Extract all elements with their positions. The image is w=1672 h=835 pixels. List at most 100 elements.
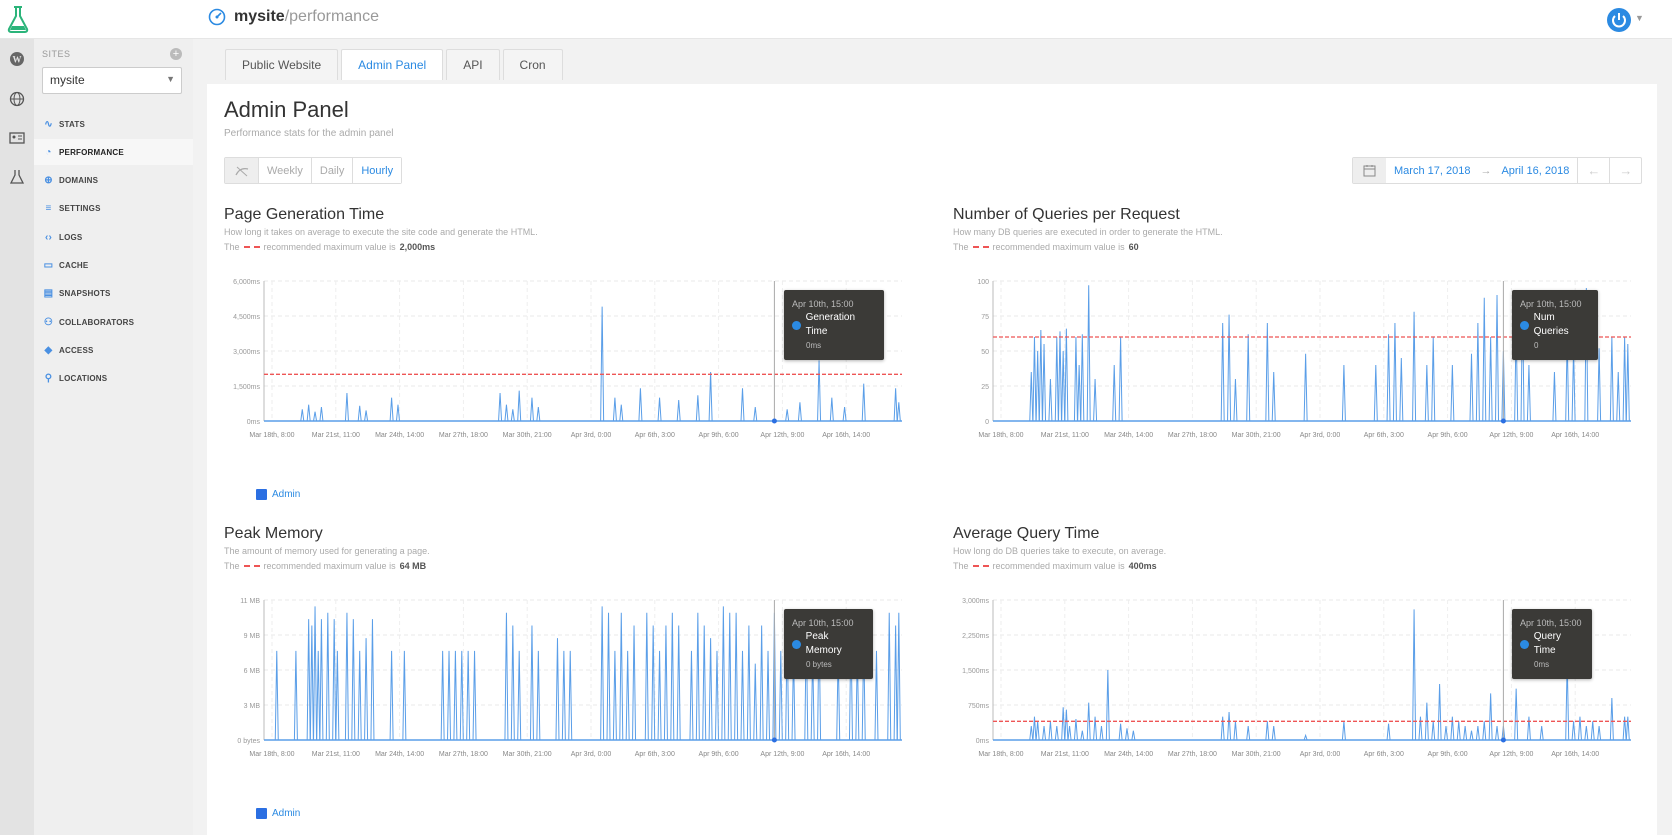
y-tick-label: 0 bytes bbox=[237, 738, 260, 745]
arrow-left-icon[interactable]: ← bbox=[1577, 158, 1609, 183]
data-spike bbox=[555, 638, 560, 741]
tab-public-website[interactable]: Public Website bbox=[225, 49, 339, 80]
data-spike bbox=[676, 399, 681, 422]
date-end[interactable]: April 16, 2018 bbox=[1501, 164, 1570, 177]
data-spike bbox=[740, 650, 745, 741]
data-spike bbox=[1616, 371, 1621, 422]
tab-api[interactable]: API bbox=[446, 49, 500, 80]
data-spike bbox=[1054, 725, 1059, 741]
data-spike bbox=[1590, 721, 1595, 741]
data-spike bbox=[472, 650, 477, 741]
range-weekly-button[interactable]: Weekly bbox=[258, 158, 311, 183]
wordpress-icon[interactable]: W bbox=[7, 49, 27, 69]
legend-label: Admin bbox=[272, 489, 301, 500]
tooltip-value: 0 bbox=[1534, 341, 1539, 350]
sidebar-item-label: LOGS bbox=[59, 232, 83, 242]
x-tick-label: Apr 12th, 9:00 bbox=[1489, 751, 1533, 758]
chart-legend[interactable]: Admin bbox=[256, 489, 300, 500]
flask-icon[interactable] bbox=[7, 167, 27, 187]
flask-logo-icon[interactable] bbox=[4, 4, 32, 34]
data-spike bbox=[1526, 716, 1531, 741]
range-hourly-button[interactable]: Hourly bbox=[352, 158, 402, 183]
x-tick-label: Mar 24th, 14:00 bbox=[375, 751, 424, 758]
data-spike bbox=[1450, 716, 1455, 741]
data-spike bbox=[1609, 336, 1614, 422]
tab-cron[interactable]: Cron bbox=[502, 49, 563, 80]
data-spike bbox=[561, 650, 566, 741]
globe-icon[interactable] bbox=[7, 89, 27, 109]
data-spike bbox=[1431, 721, 1436, 741]
data-spike bbox=[1093, 378, 1098, 422]
site-name[interactable]: mysite bbox=[234, 8, 285, 25]
data-spike bbox=[1035, 350, 1040, 422]
x-tick-label: Mar 27th, 18:00 bbox=[439, 432, 488, 439]
sidebar-item-access[interactable]: ◆ ACCESS bbox=[34, 337, 193, 363]
data-spike bbox=[896, 612, 901, 741]
stats-icon: ∿ bbox=[44, 118, 53, 130]
data-spike bbox=[874, 650, 879, 741]
sidebar-item-stats[interactable]: ∿ STATS bbox=[34, 111, 193, 137]
sidebar-item-collaborators[interactable]: ⚇ COLLABORATORS bbox=[34, 309, 193, 335]
rec-value: 400ms bbox=[1128, 561, 1157, 571]
data-spike bbox=[663, 625, 668, 741]
drive-icon: ▭ bbox=[43, 260, 54, 271]
data-spike bbox=[1131, 730, 1136, 741]
data-spike bbox=[1577, 716, 1582, 741]
x-tick-label: Apr 16th, 14:00 bbox=[822, 751, 870, 758]
x-tick-label: Mar 18th, 8:00 bbox=[978, 432, 1023, 439]
sidebar-item-cache[interactable]: ▭ CACHE bbox=[34, 253, 193, 279]
sidebar-item-label: LOCATIONS bbox=[59, 374, 108, 384]
date-start[interactable]: March 17, 2018 bbox=[1394, 164, 1471, 177]
rec-text: recommended maximum value is bbox=[992, 561, 1125, 571]
x-tick-label: Apr 16th, 14:00 bbox=[1551, 432, 1599, 439]
sidebar-item-snapshots[interactable]: ▤ SNAPSHOTS bbox=[34, 281, 193, 307]
add-site-icon[interactable]: + bbox=[170, 48, 182, 60]
rec-value: 60 bbox=[1128, 242, 1139, 252]
site-select[interactable]: mysite ▼ bbox=[42, 67, 182, 94]
user-menu-caret-icon[interactable]: ▼ bbox=[1635, 13, 1644, 23]
sidebar-item-performance[interactable]: ◔ PERFORMANCE bbox=[34, 139, 193, 166]
snapshot-icon: ▤ bbox=[43, 288, 54, 300]
data-spike bbox=[498, 392, 503, 422]
data-spike bbox=[1029, 371, 1034, 422]
gauge-icon bbox=[208, 8, 226, 26]
sidebar-item-settings[interactable]: ≡ SETTINGS bbox=[34, 196, 193, 222]
data-spike bbox=[364, 410, 369, 422]
sidebar-item-label: CACHE bbox=[59, 261, 89, 270]
arrow-right-icon[interactable]: → bbox=[1609, 158, 1641, 183]
rec-text: recommended maximum value is bbox=[263, 561, 396, 571]
data-spike bbox=[1042, 343, 1047, 422]
data-spike bbox=[1424, 702, 1429, 741]
data-spike bbox=[1265, 322, 1270, 422]
data-spike bbox=[517, 650, 522, 741]
data-spike bbox=[1597, 725, 1602, 741]
data-spike bbox=[619, 612, 624, 741]
tooltip-series: Num Queries bbox=[1533, 312, 1569, 337]
id-card-icon[interactable] bbox=[7, 128, 27, 148]
calendar-icon[interactable] bbox=[1353, 158, 1386, 183]
chart-plot[interactable]: 3,000ms 2,250ms 1,500ms 750ms 0ms Mar 18th, 8… bbox=[953, 580, 1643, 760]
x-tick-label: Mar 30th, 21:00 bbox=[503, 432, 552, 439]
chart-plot[interactable]: 6,000ms 4,500ms 3,000ms 1,500ms 0ms Mar 18th,… bbox=[224, 261, 914, 441]
range-daily-button[interactable]: Daily bbox=[310, 158, 353, 183]
data-spike bbox=[1597, 348, 1602, 422]
legend-label: Admin bbox=[272, 808, 301, 819]
chart-recommendation: The recommended maximum value is 60 bbox=[953, 242, 1139, 252]
range-reset-icon[interactable] bbox=[225, 158, 258, 183]
data-spike bbox=[1622, 336, 1627, 422]
data-spike bbox=[1625, 343, 1630, 422]
top-bar: mysite/performance ▼ bbox=[0, 0, 1672, 39]
sidebar-item-domains[interactable]: ⊕ DOMAINS bbox=[34, 168, 193, 194]
tab-admin-panel[interactable]: Admin Panel bbox=[341, 49, 444, 80]
sidebar-item-locations[interactable]: ⚲ LOCATIONS bbox=[34, 366, 193, 392]
chart-legend[interactable]: Admin bbox=[256, 808, 300, 819]
sidebar-item-logs[interactable]: ‹› LOGS bbox=[34, 224, 193, 250]
date-range[interactable]: March 17, 2018 → April 16, 2018 bbox=[1386, 158, 1577, 183]
data-spike bbox=[319, 619, 324, 741]
data-spike bbox=[1271, 371, 1276, 422]
data-spike bbox=[695, 395, 700, 422]
y-tick-label: 0 bbox=[985, 419, 989, 426]
data-spike bbox=[1571, 721, 1576, 741]
series-dot-icon bbox=[792, 639, 801, 649]
power-icon[interactable] bbox=[1606, 7, 1632, 33]
